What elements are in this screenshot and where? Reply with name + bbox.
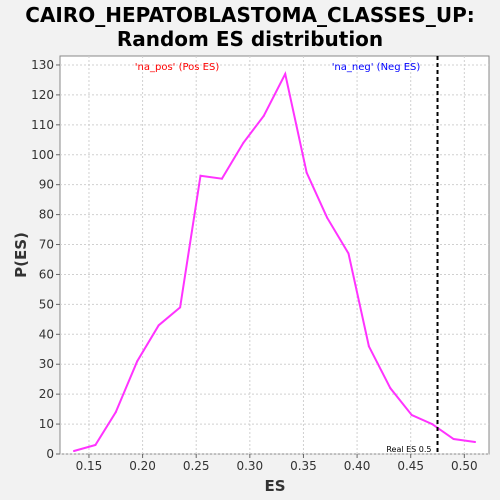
es-data-point xyxy=(452,438,455,441)
x-tick-label: 0.40 xyxy=(344,459,371,473)
y-tick-label: 20 xyxy=(39,387,54,401)
y-tick-label: 50 xyxy=(39,297,54,311)
y-tick-label: 40 xyxy=(39,327,54,341)
es-data-point xyxy=(410,414,413,417)
es-data-point xyxy=(431,423,434,426)
y-tick-label: 90 xyxy=(39,178,54,192)
es-data-point xyxy=(389,387,392,390)
x-tick-label: 0.15 xyxy=(76,459,103,473)
x-tick-label: 0.50 xyxy=(451,459,478,473)
es-data-point xyxy=(94,444,97,447)
y-tick-label: 30 xyxy=(39,357,54,371)
es-data-point xyxy=(242,141,245,144)
y-tick-label: 80 xyxy=(39,208,54,222)
chart-title-line-2: Random ES distribution xyxy=(116,27,384,51)
es-data-point xyxy=(136,360,139,363)
es-data-point xyxy=(262,114,265,117)
neg-label: 'na_neg' (Neg ES) xyxy=(332,62,421,73)
es-data-point xyxy=(347,252,350,255)
tick-layer: 0.15 0.20 0.25 0.30 0.35 0.40 0.45 0.50 0 10 20 30 4… xyxy=(31,58,478,473)
y-tick-label: 70 xyxy=(39,238,54,252)
y-tick-label: 10 xyxy=(39,417,54,431)
es-data-point xyxy=(284,72,287,75)
x-axis-label: ES xyxy=(264,477,285,495)
y-tick-label: 100 xyxy=(31,148,54,162)
es-data-point xyxy=(474,441,477,444)
x-tick-label: 0.20 xyxy=(129,459,156,473)
y-tick-label: 110 xyxy=(31,118,54,132)
real-es-label: Real ES 0.5 xyxy=(386,445,431,454)
es-data-point xyxy=(326,216,329,219)
annotation-layer: 'na_pos' (Pos ES) 'na_neg' (Neg ES) Real… xyxy=(135,56,439,454)
grid-layer xyxy=(60,56,489,455)
x-tick-label: 0.30 xyxy=(236,459,263,473)
es-data-point xyxy=(157,324,160,327)
pos-label: 'na_pos' (Pos ES) xyxy=(135,62,220,73)
series-layer xyxy=(72,71,477,453)
y-tick-label: 0 xyxy=(46,447,54,461)
es-data-point xyxy=(367,345,370,348)
y-tick-label: 60 xyxy=(39,267,54,281)
es-distribution-line xyxy=(73,71,476,452)
plot-area xyxy=(59,55,490,455)
chart-title-line-1: CAIRO_HEPATOBLASTOMA_CLASSES_UP: xyxy=(25,3,475,27)
y-tick-label: 120 xyxy=(31,88,54,102)
x-tick-label: 0.25 xyxy=(183,459,210,473)
y-axis-label: P(ES) xyxy=(12,232,30,278)
es-data-point xyxy=(114,411,117,414)
x-tick-label: 0.45 xyxy=(397,459,424,473)
es-data-point xyxy=(72,450,75,453)
es-data-point xyxy=(305,171,308,174)
x-tick-label: 0.35 xyxy=(290,459,317,473)
es-data-point xyxy=(220,177,223,180)
y-tick-label: 130 xyxy=(31,58,54,72)
es-data-point xyxy=(179,306,182,309)
es-data-point xyxy=(199,174,202,177)
